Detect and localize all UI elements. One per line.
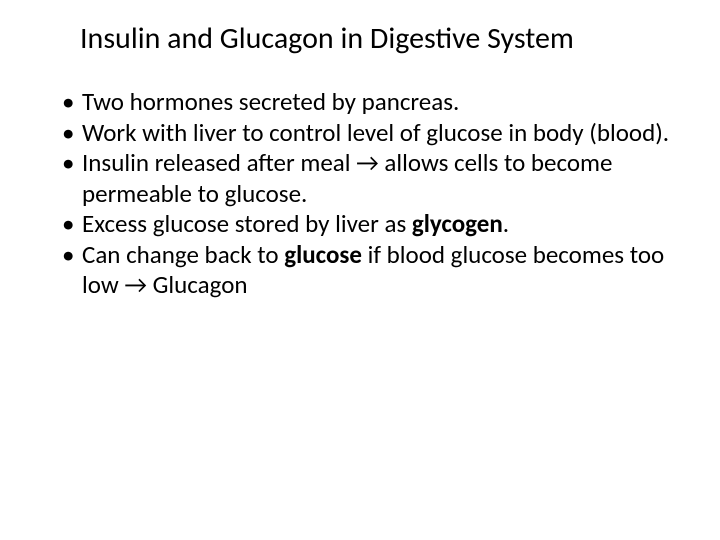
arrow-icon: → bbox=[356, 147, 379, 178]
bullet-text: Work with liver to control level of gluc… bbox=[82, 117, 669, 148]
slide-title: Insulin and Glucagon in Digestive System bbox=[80, 20, 670, 57]
bullet-item: Insulin released after meal → allows cel… bbox=[60, 148, 670, 209]
slide: Insulin and Glucagon in Digestive System… bbox=[0, 0, 720, 540]
bullet-text: Can change back to bbox=[82, 239, 284, 270]
bold-term: glucose bbox=[284, 239, 362, 270]
bullet-text: Excess glucose stored by liver as bbox=[82, 208, 412, 239]
bullet-text: . bbox=[503, 208, 509, 239]
bullet-item: Excess glucose stored by liver as glycog… bbox=[60, 209, 670, 240]
bullet-text: Glucagon bbox=[147, 269, 248, 300]
bullet-text: Insulin released after meal bbox=[82, 147, 356, 178]
bullet-item: Work with liver to control level of gluc… bbox=[60, 118, 670, 149]
arrow-icon: → bbox=[124, 269, 147, 300]
bullet-text: Two hormones secreted by pancreas. bbox=[82, 86, 459, 117]
bullet-item: Two hormones secreted by pancreas. bbox=[60, 87, 670, 118]
slide-body: Two hormones secreted by pancreas. Work … bbox=[60, 87, 670, 301]
bold-term: glycogen bbox=[412, 208, 503, 239]
bullet-item: Can change back to glucose if blood gluc… bbox=[60, 240, 670, 301]
